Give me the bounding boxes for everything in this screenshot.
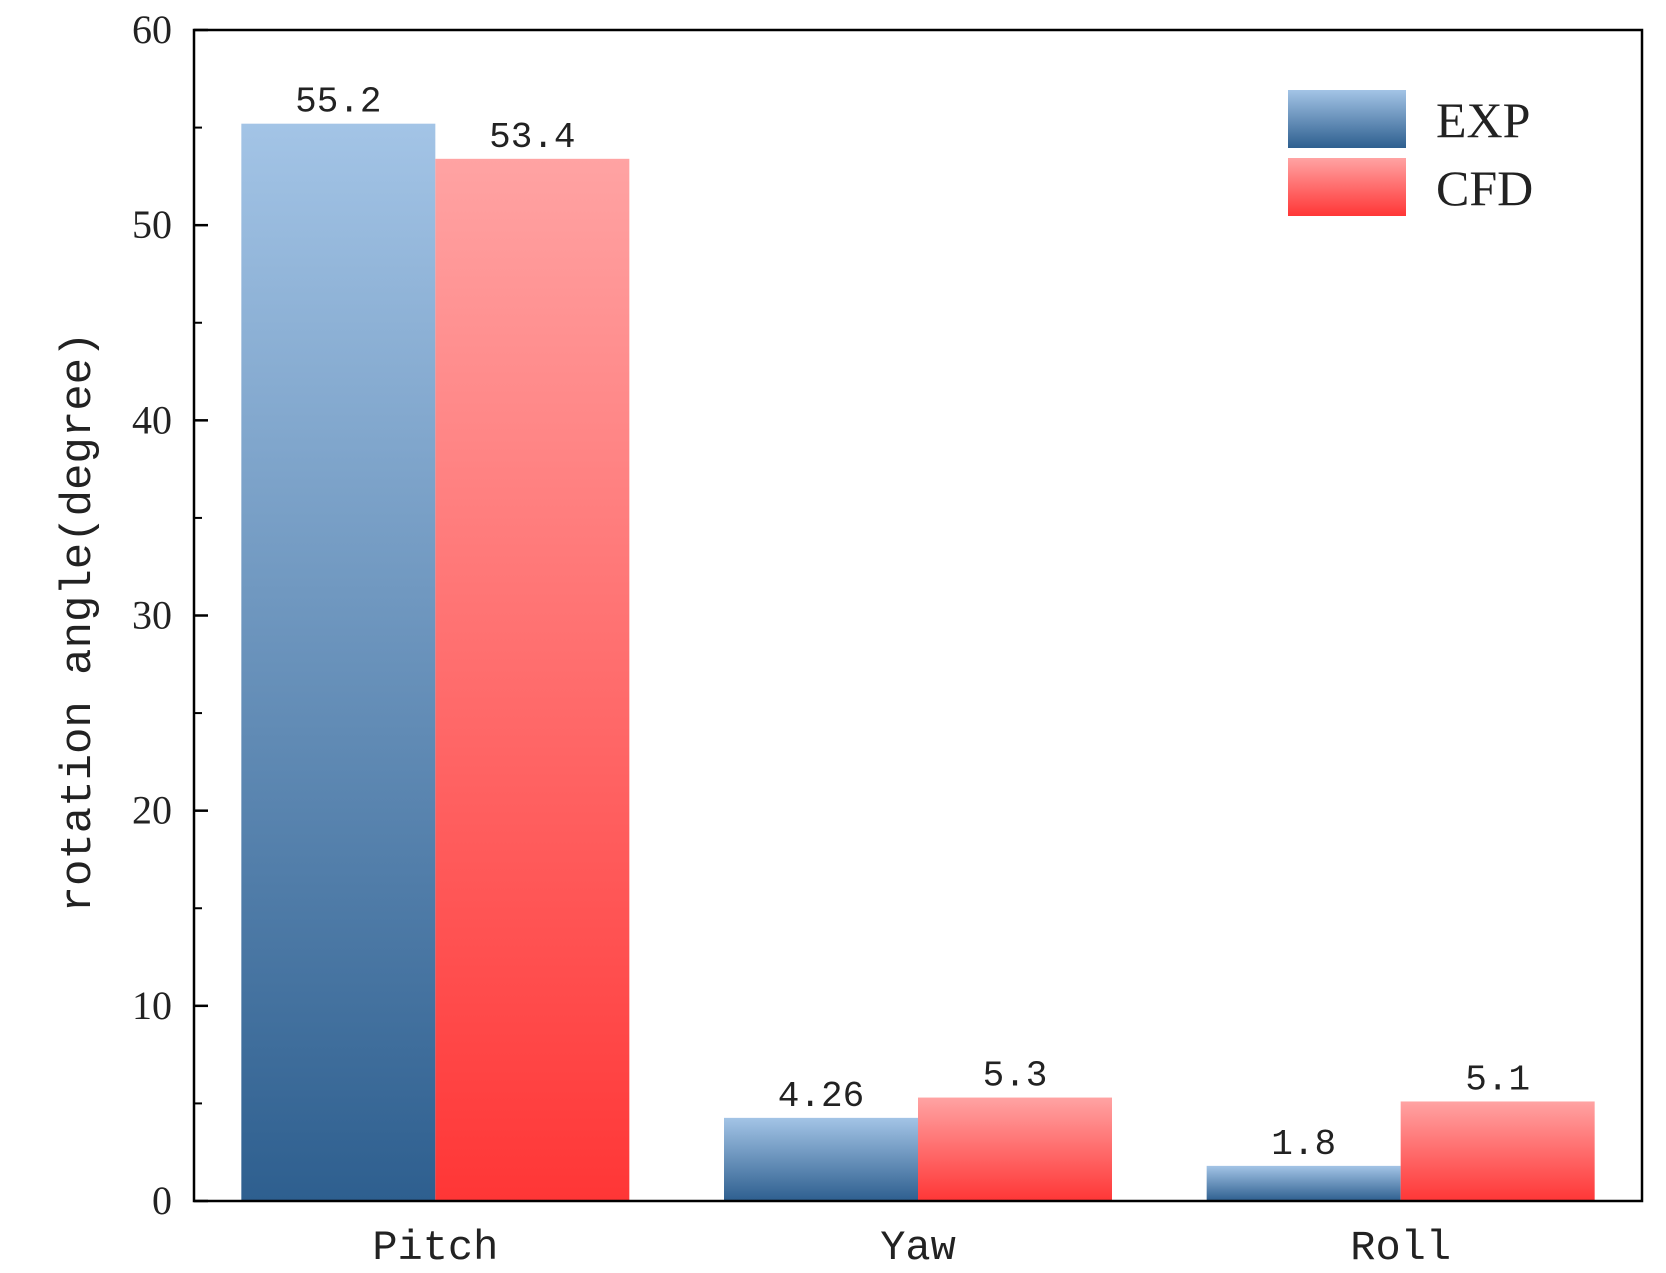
value-label-cfd-roll: 5.1 [1465, 1059, 1530, 1100]
value-label-exp-pitch: 55.2 [295, 82, 381, 123]
bar-exp-roll [1206, 1165, 1401, 1201]
category-label-yaw: Yaw [880, 1224, 956, 1272]
bar-exp-pitch [241, 123, 436, 1201]
legend-label-exp: EXP [1436, 92, 1530, 148]
value-labels-group: 55.2 53.4 4.26 5.3 1.8 5.1 [295, 82, 1530, 1165]
value-label-exp-roll: 1.8 [1271, 1124, 1336, 1165]
legend: EXP CFD [1288, 90, 1533, 216]
y-tick-label: 60 [132, 7, 172, 52]
value-label-exp-yaw: 4.26 [778, 1076, 864, 1117]
bar-exp-yaw [724, 1117, 918, 1201]
y-tick-label: 0 [152, 1178, 172, 1223]
legend-label-cfd: CFD [1436, 160, 1533, 216]
legend-swatch-exp [1288, 90, 1406, 148]
y-tick-label: 10 [132, 983, 172, 1028]
bar-cfd-yaw [918, 1097, 1112, 1201]
y-tick-label: 50 [132, 202, 172, 247]
legend-swatch-cfd [1288, 158, 1406, 216]
bar-cfd-pitch [435, 158, 630, 1201]
category-label-pitch: Pitch [372, 1224, 498, 1272]
bars-group [241, 123, 1595, 1201]
value-label-cfd-pitch: 53.4 [489, 117, 575, 158]
value-label-cfd-yaw: 5.3 [983, 1056, 1048, 1097]
category-label-roll: Roll [1350, 1224, 1451, 1272]
y-axis-title: rotation angle(degree) [54, 332, 104, 913]
y-tick-label: 20 [132, 788, 172, 833]
plot-frame [192, 28, 1644, 1203]
y-tick-label: 40 [132, 397, 172, 442]
bar-cfd-roll [1400, 1101, 1595, 1201]
x-axis-category-labels: Pitch Yaw Roll [372, 1224, 1451, 1272]
y-tick-label: 30 [132, 593, 172, 638]
y-axis-ticks: 0 10 20 30 40 50 60 [132, 7, 208, 1223]
